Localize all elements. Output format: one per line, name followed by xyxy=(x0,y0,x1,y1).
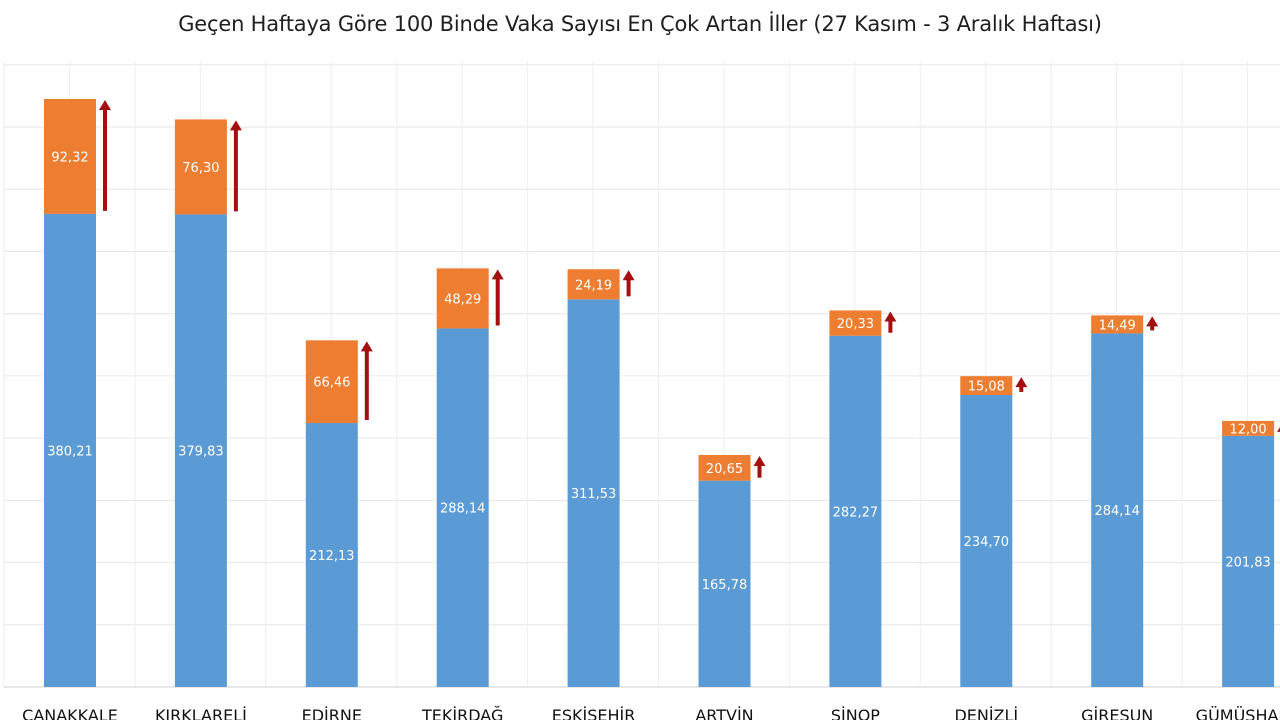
bar-base-value-label: 165,78 xyxy=(702,578,748,593)
category-label: ÇANAKKALE xyxy=(22,706,118,720)
bar-base-segment xyxy=(567,299,620,687)
increase-arrow-icon xyxy=(1015,377,1028,392)
increase-arrow-icon xyxy=(1146,316,1159,331)
bar-increase-segment xyxy=(44,99,96,214)
bar-increase-segment xyxy=(436,268,489,329)
bar-increase-segment xyxy=(174,119,227,215)
increase-arrow-icon xyxy=(360,341,373,421)
bar-increase-segment xyxy=(698,455,751,481)
bar-base-segment xyxy=(698,480,751,687)
category-label: EDİRNE xyxy=(302,706,362,720)
category-label: DENİZLİ xyxy=(954,706,1018,720)
bar-base-segment xyxy=(436,328,489,687)
bar-increase-value-label: 76,30 xyxy=(182,161,219,176)
category-label: ESKİŞEHİR xyxy=(552,706,636,720)
bar-base-value-label: 379,83 xyxy=(178,445,224,460)
bar-increase-segment xyxy=(960,376,1013,395)
increase-arrows xyxy=(99,100,1280,478)
bar-base-value-label: 201,83 xyxy=(1225,555,1271,570)
increase-arrow-icon xyxy=(229,120,242,212)
bar-increase-value-label: 20,33 xyxy=(837,317,874,332)
increase-arrow-icon xyxy=(622,270,635,297)
bar-base-value-label: 288,14 xyxy=(440,502,486,517)
bar-increase-segment xyxy=(305,340,358,424)
bar-base-segment xyxy=(1091,333,1144,687)
increase-arrow-icon xyxy=(99,100,111,211)
bar-increase-segment xyxy=(1091,315,1144,334)
category-label: ARTVİN xyxy=(695,706,753,720)
bar-increase-value-label: 12,00 xyxy=(1229,422,1266,437)
bar-increase-value-label: 48,29 xyxy=(444,292,481,307)
category-label: SİNOP xyxy=(831,706,880,720)
bar-base-segment xyxy=(44,213,96,687)
bar-base-value-label: 311,53 xyxy=(571,487,617,502)
bar-increase-value-label: 20,65 xyxy=(706,462,743,477)
bar-base-value-label: 234,70 xyxy=(964,535,1010,550)
category-label: GİRESUN xyxy=(1081,706,1153,720)
bar-value-labels: 380,21 92,32 379,83 76,30 212,13 66,46 288,14 4… xyxy=(47,150,1271,592)
bar-increase-value-label: 14,49 xyxy=(1099,318,1136,333)
bar-increase-value-label: 24,19 xyxy=(575,278,612,293)
increase-arrow-icon xyxy=(491,269,504,326)
bar-base-segment xyxy=(960,394,1013,687)
bar-increase-segment xyxy=(829,310,882,336)
bar-base-segment xyxy=(174,214,227,688)
category-label: KIRKLARELİ xyxy=(155,706,247,720)
category-label: GÜMÜŞHANE xyxy=(1196,706,1280,720)
bar-base-value-label: 380,21 xyxy=(47,444,93,459)
bar-base-segment xyxy=(305,423,358,687)
bar-increase-value-label: 15,08 xyxy=(968,380,1005,395)
bar-increase-segment xyxy=(1222,420,1275,436)
bar-base-value-label: 212,13 xyxy=(309,549,355,564)
category-labels: ÇANAKKALE KIRKLARELİ EDİRNE TEKİRDAĞ ESKİŞEH… xyxy=(22,706,1280,720)
bar-base-value-label: 284,14 xyxy=(1094,504,1140,519)
category-label: TEKİRDAĞ xyxy=(421,706,503,720)
increase-arrow-icon xyxy=(1277,427,1280,432)
bar-base-segment xyxy=(1222,435,1275,687)
increase-arrow-icon xyxy=(753,456,766,478)
chart-title: Geçen Haftaya Göre 100 Binde Vaka Sayısı… xyxy=(178,12,1102,36)
bar-base-segment xyxy=(829,335,882,687)
bar-increase-value-label: 66,46 xyxy=(313,376,350,391)
bars xyxy=(44,99,1275,688)
increase-arrow-icon xyxy=(884,311,897,333)
bar-increase-segment xyxy=(567,269,620,300)
bar-increase-value-label: 92,32 xyxy=(51,150,88,165)
bar-base-value-label: 282,27 xyxy=(833,505,879,520)
